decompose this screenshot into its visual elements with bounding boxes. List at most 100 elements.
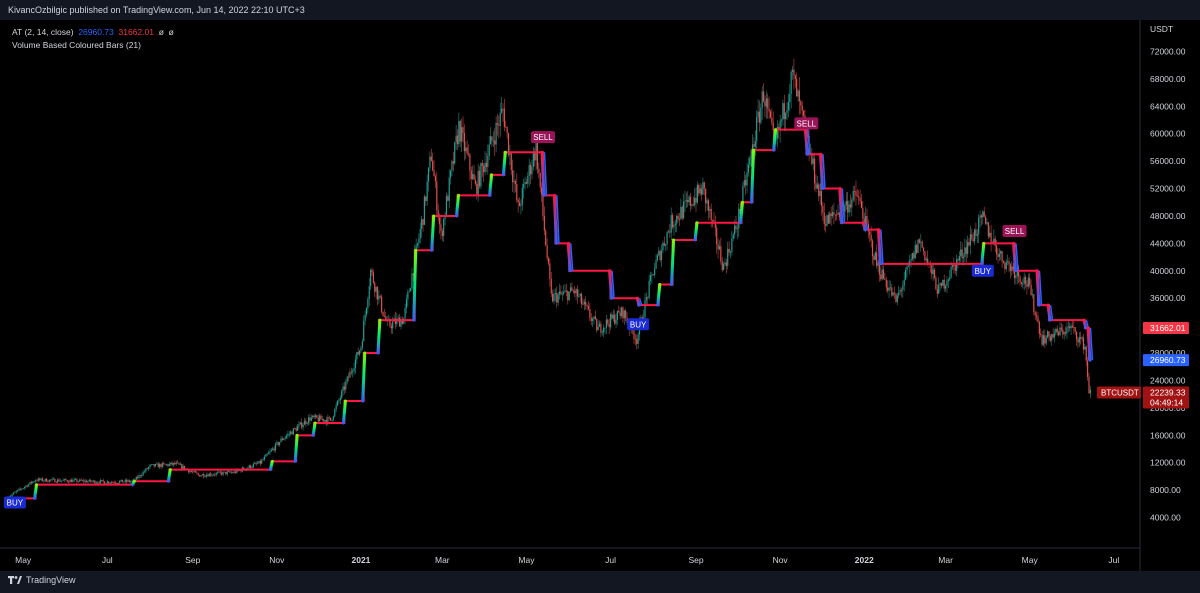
candle-body — [921, 241, 923, 248]
candle-body — [332, 416, 334, 420]
candle-body — [572, 290, 574, 292]
candle-body — [325, 420, 328, 424]
candle-body — [663, 242, 665, 246]
candle-body — [714, 222, 716, 228]
candle-body — [943, 280, 945, 289]
candle-body — [307, 417, 310, 424]
candle-body — [137, 476, 139, 479]
candle-body — [324, 420, 326, 422]
candle-body — [711, 220, 714, 221]
at-fall-shadow — [1038, 270, 1043, 306]
indicator-name[interactable]: AT (2, 14, close) — [12, 27, 74, 37]
at-rise-segment — [501, 150, 507, 177]
candle-body — [622, 307, 624, 319]
candle-body — [718, 246, 721, 250]
candle-body — [469, 154, 471, 171]
candle-body — [878, 262, 881, 275]
candle-body — [416, 243, 419, 246]
candle-body — [794, 75, 796, 79]
at-rise-segment — [376, 318, 382, 355]
candle-body — [589, 308, 591, 318]
candle-body — [757, 111, 759, 118]
candle-body — [791, 69, 794, 72]
candle-body — [410, 288, 412, 292]
price-tick-label: 28000.00 — [1150, 348, 1186, 358]
candle-body — [716, 227, 718, 245]
candle-body — [946, 280, 948, 286]
candle-body — [54, 478, 56, 483]
at-fall-shadow — [543, 152, 548, 196]
candle-body — [1071, 325, 1074, 328]
candle-body — [145, 468, 147, 472]
at-fall-segment — [608, 269, 614, 300]
candle-body — [343, 386, 346, 390]
sell-signal: SELL — [794, 117, 819, 130]
candle-body — [365, 308, 368, 315]
candle-body — [834, 214, 836, 216]
candle-body — [891, 287, 893, 296]
candle-body — [607, 319, 609, 324]
candle-body — [1012, 266, 1014, 270]
candle-body — [269, 451, 271, 453]
candle-body — [432, 160, 434, 171]
indicator-value-blue: 26960.73 — [78, 27, 114, 37]
time-tick-label: Jul — [102, 555, 113, 565]
candle-body — [25, 485, 27, 487]
secondary-indicator-name[interactable]: Volume Based Coloured Bars (21) — [12, 40, 141, 50]
candle-body — [113, 482, 115, 483]
at-rise-segment — [693, 221, 699, 242]
candle-body — [174, 462, 176, 465]
candle-body — [321, 419, 323, 420]
candle-body — [281, 438, 283, 440]
candle-body — [816, 184, 818, 189]
candle-body — [276, 442, 278, 444]
at-fall-segment — [803, 128, 809, 156]
candle-body — [831, 212, 834, 217]
candle-body — [37, 478, 39, 481]
candle-body — [259, 460, 261, 464]
candle-body — [812, 158, 814, 164]
candle-body — [327, 417, 329, 424]
top-bar — [0, 0, 1200, 20]
candle-body — [487, 155, 489, 167]
candle-body — [575, 289, 577, 294]
candle-body — [598, 323, 601, 327]
candle-body — [376, 286, 379, 300]
candle-body — [396, 318, 398, 325]
candle-body — [507, 133, 510, 155]
candle-body — [1009, 264, 1011, 272]
candle-body — [696, 185, 699, 203]
candle-body — [856, 195, 858, 197]
candle-body — [59, 480, 61, 482]
candle-body — [586, 305, 588, 307]
candle-body — [506, 127, 508, 134]
at-rise-segment — [341, 399, 347, 425]
candle-body — [478, 170, 481, 187]
candle-body — [456, 135, 459, 145]
candle-body — [1056, 328, 1058, 332]
candle-body — [314, 415, 317, 418]
candle-body — [273, 448, 275, 451]
candle-body — [604, 327, 606, 329]
candle-body — [212, 474, 215, 476]
candle-body — [234, 471, 237, 473]
candle-body — [265, 454, 267, 457]
candle-body — [225, 471, 227, 475]
candle-body — [87, 481, 89, 483]
candle-body — [940, 283, 943, 286]
candle-body — [569, 287, 572, 292]
time-tick-label: May — [15, 555, 32, 565]
at-fall-segment — [566, 241, 572, 273]
candle-body — [935, 278, 937, 290]
time-tick-label: Mar — [938, 555, 953, 565]
candle-body — [885, 280, 887, 288]
candle-body — [320, 415, 322, 420]
candle-body — [407, 292, 409, 300]
candle-body — [994, 238, 996, 246]
candle-body — [108, 481, 110, 484]
tradingview-brand[interactable]: TradingView — [8, 575, 76, 585]
candle-body — [46, 478, 48, 482]
candle-body — [1002, 261, 1005, 263]
candle-body — [445, 196, 448, 217]
